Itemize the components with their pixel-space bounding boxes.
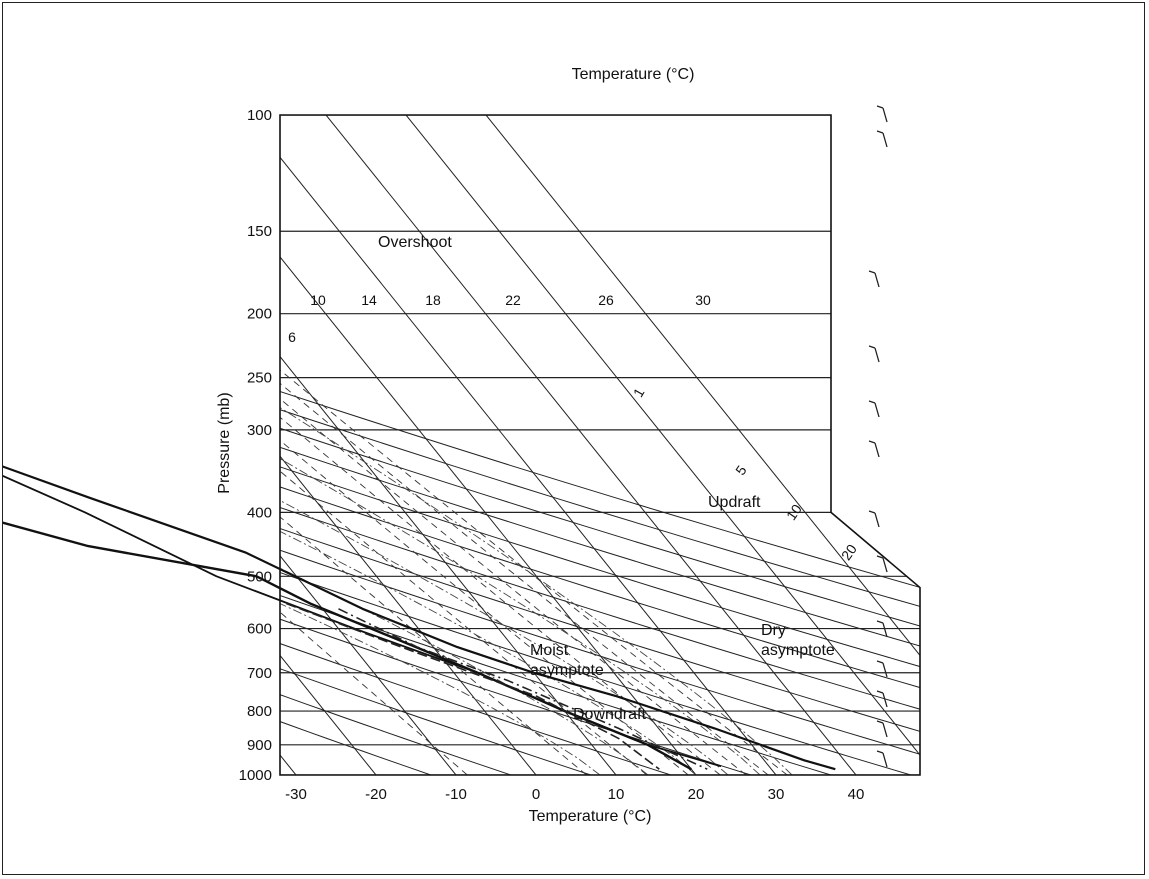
isotherm-line (325, 115, 857, 775)
pressure-tick-label: 200 (247, 306, 272, 323)
wind-barb (876, 620, 888, 638)
isotherm-line (280, 115, 697, 775)
wind-barb (876, 690, 888, 708)
dry-adiabat-curve (280, 115, 591, 775)
dry-adiabat-curve (280, 115, 920, 775)
mixing-ratio-label: 22 (505, 292, 521, 308)
pressure-tick-label: 400 (247, 504, 272, 521)
pressure-tick-label: 700 (247, 665, 272, 682)
moist-asymptote-annotation: Moist asymptote (530, 642, 604, 679)
overshoot-annotation: Overshoot (378, 234, 452, 251)
bottom-temp-tick-label: 20 (688, 786, 705, 803)
top-axis-title: Temperature (°C) (572, 66, 695, 83)
mixing-ratio-line (280, 313, 788, 775)
moist-adiabat-label: 20 (838, 541, 860, 563)
wind-barb (868, 510, 880, 528)
mixing-ratio-line (280, 313, 721, 775)
isotherm-line (485, 115, 920, 775)
mixing-ratio-label: 6 (288, 329, 296, 345)
wind-barb (868, 270, 880, 288)
dry-adiabat-curve (280, 115, 920, 775)
mixing-ratio-label: 26 (598, 292, 614, 308)
dry-asymptote-annotation: Dry asymptote (761, 622, 835, 659)
dry-adiabat-curve (280, 115, 831, 775)
isotherm-line (280, 115, 617, 775)
pressure-tick-label: 1000 (239, 767, 272, 784)
bottom-temp-tick-label: 0 (532, 786, 540, 803)
wind-barb (876, 750, 888, 768)
isotherm-line (3, 115, 216, 775)
mixing-ratio-line (280, 313, 689, 775)
pressure-tick-label: 600 (247, 621, 272, 638)
mixing-ratio-line (280, 313, 747, 775)
pressure-tick-label: 800 (247, 703, 272, 720)
moist-adiabat-label: 5 (732, 462, 750, 478)
wind-barb (868, 400, 880, 418)
dry-adiabat-curve (280, 115, 920, 775)
wind-barb (876, 130, 888, 148)
moist-adiabat-curve (280, 377, 697, 775)
mixing-ratio-line (280, 313, 468, 775)
pressure-tick-label: 900 (247, 737, 272, 754)
isotherm-line (405, 115, 920, 775)
moist-adiabat-label: 10 (783, 501, 805, 523)
dry-adiabat-curve (280, 115, 911, 775)
wind-barb (876, 555, 888, 573)
mixing-ratio-line (280, 313, 648, 775)
dry-adiabat-curve (280, 115, 671, 775)
moist-asymptote-line (286, 602, 660, 770)
pressure-tick-label: 250 (247, 370, 272, 387)
dry-adiabat-curve (280, 115, 920, 775)
y-axis-title: Pressure (mb) (216, 392, 233, 493)
downdraft-parcel-line (3, 465, 836, 771)
bottom-temp-tick-label: -30 (285, 786, 307, 803)
dry-adiabat-curve (280, 115, 920, 775)
dry-asymptote-line (338, 608, 708, 770)
isotherm-line (280, 115, 537, 775)
isotherm-line (280, 115, 777, 775)
updraft-parcel-line (3, 475, 722, 768)
dry-adiabat-curve (280, 115, 511, 775)
bottom-axis-title: Temperature (°C) (529, 808, 652, 825)
isotherm-line (280, 115, 377, 775)
bottom-temp-tick-label: -10 (445, 786, 467, 803)
moist-adiabat-curve (280, 377, 761, 775)
dry-adiabat-curve (280, 115, 920, 775)
mixing-ratio-label: 10 (310, 292, 326, 308)
pressure-tick-label: 100 (247, 107, 272, 124)
isotherm-line (3, 115, 56, 775)
bottom-temp-tick-label: 40 (848, 786, 865, 803)
wind-barb (868, 440, 880, 458)
pressure-tick-label: 150 (247, 223, 272, 240)
bottom-temp-tick-label: 30 (768, 786, 785, 803)
moist-adiabat-curve (280, 377, 601, 775)
mixing-ratio-label: 14 (361, 292, 377, 308)
mixing-ratio-label: 18 (425, 292, 441, 308)
wind-barb (876, 720, 888, 738)
bottom-temp-tick-label: 10 (608, 786, 625, 803)
updraft-annotation: Updraft (708, 494, 761, 511)
dry-adiabat-curve (280, 115, 920, 775)
mixing-ratio-line (280, 313, 769, 775)
bottom-temp-tick-label: -20 (365, 786, 387, 803)
dry-adiabat-curve (280, 115, 920, 775)
dry-adiabat-curve (280, 115, 431, 775)
downdraft-annotation: Downdraft (573, 706, 646, 723)
pressure-tick-label: 300 (247, 422, 272, 439)
skewt-chart: 1001502002503004005006007008009001000-30… (3, 66, 921, 825)
wind-barb (876, 105, 888, 123)
moist-adiabat-curve (280, 377, 793, 775)
isotherm-line (3, 115, 136, 775)
mixing-ratio-line (280, 313, 587, 775)
plot-border (279, 114, 921, 776)
isotherm-line (280, 115, 457, 775)
mixing-ratio-label: 30 (695, 292, 711, 308)
wind-barb (868, 345, 880, 363)
wind-barb (876, 660, 888, 678)
